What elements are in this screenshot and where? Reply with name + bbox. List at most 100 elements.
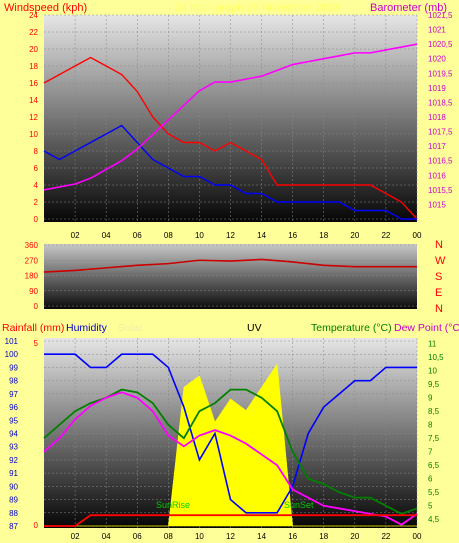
dewpoint-line: [43, 391, 418, 526]
rain-tick-label: 0: [34, 521, 39, 530]
temperature-tick-label: 8: [428, 421, 433, 430]
direction-line: [43, 258, 417, 273]
humidity-tick-label: 92: [9, 456, 18, 465]
barometer-tick-label: 1015: [428, 200, 446, 209]
direction-tick-label: 90: [29, 287, 38, 296]
barometer-tick-label: 1016: [428, 171, 446, 180]
time-tick-label: 06: [133, 532, 142, 541]
average-wind-line: [43, 124, 417, 220]
temperature-tick-label: 5: [428, 502, 433, 511]
wind-tick-label: 24: [29, 11, 38, 20]
time-tick-label: 16: [288, 532, 297, 541]
time-tick-label: 04: [102, 532, 111, 541]
wind-tick-label: 16: [29, 79, 38, 88]
humidity-tick-label: 89: [9, 496, 18, 505]
time-tick-label: 22: [381, 231, 390, 240]
wind-series: [43, 56, 418, 220]
chart-title: 24 hour graph 29 November 2008: [175, 2, 340, 14]
time-tick-label: 14: [257, 532, 266, 541]
humidity-title: Humidity: [66, 322, 108, 334]
time-tick-label: 12: [226, 532, 235, 541]
humidity-tick-label: 91: [9, 469, 18, 478]
gust-line: [43, 56, 418, 220]
wind-tick-label: 22: [29, 28, 38, 37]
time-tick-label: 00: [413, 231, 422, 240]
solar-area: [44, 363, 417, 527]
temperature-tick-label: 8,5: [428, 407, 440, 416]
humidity-tick-label: 98: [9, 377, 18, 386]
rainfall-title: Rainfall (mm): [2, 322, 64, 334]
barometer-tick-label: 1018,5: [428, 98, 453, 107]
direction-plot-area: [44, 244, 417, 309]
temperature-tick-label: 10: [428, 367, 437, 376]
wind-tick-label: 20: [29, 45, 38, 54]
barometer-tick-label: 1019: [428, 84, 446, 93]
humidity-line: [44, 353, 417, 514]
climate-series: [43, 353, 418, 527]
temperature-tick-label: 9,5: [428, 380, 440, 389]
time-tick-label: 02: [71, 532, 80, 541]
temperature-tick-label: 10,5: [428, 353, 444, 362]
temperature-tick-label: 4,5: [428, 515, 440, 524]
time-tick-label: 18: [319, 532, 328, 541]
time-tick-label: 20: [350, 231, 359, 240]
humidity-tick-label: 97: [9, 390, 18, 399]
barometer-tick-label: 1019,5: [428, 69, 453, 78]
wind-tick-label: 10: [29, 130, 38, 139]
temperature-tick-label: 6,5: [428, 461, 440, 470]
time-tick-label: 00: [413, 532, 422, 541]
wind-tick-label: 12: [29, 113, 38, 122]
rain-tick-label: 5: [34, 339, 39, 348]
time-tick-label: 10: [195, 532, 204, 541]
barometer-tick-label: 1017: [428, 142, 446, 151]
barometer-tick-label: 1018: [428, 113, 446, 122]
humidity-tick-label: 100: [5, 350, 19, 359]
direction-tick-label: 180: [25, 272, 39, 281]
humidity-tick-label: 93: [9, 443, 18, 452]
time-tick-label: 06: [133, 231, 142, 240]
gridlines: [44, 14, 418, 528]
wind-tick-label: 4: [34, 181, 39, 190]
axis-labels: 02468101214161820222410151015,510161016,…: [5, 11, 453, 541]
direction-letter: N: [435, 239, 443, 251]
temperature-tick-label: 11: [428, 340, 437, 349]
temperature-tick-label: 5,5: [428, 488, 440, 497]
uv-title: UV: [247, 322, 262, 334]
temperature-tick-label: 7: [428, 448, 433, 457]
wind-tick-label: 0: [34, 215, 39, 224]
humidity-tick-label: 94: [9, 430, 18, 439]
direction-series: [43, 258, 417, 273]
time-tick-label: 10: [195, 231, 204, 240]
barometer-tick-label: 1020: [428, 55, 446, 64]
direction-letter: S: [435, 271, 442, 283]
barometer-title: Barometer (mb): [370, 2, 447, 14]
humidity-tick-label: 90: [9, 482, 18, 491]
time-tick-label: 08: [164, 532, 173, 541]
direction-letter: E: [435, 287, 442, 299]
direction-letter: W: [435, 255, 446, 267]
wind-tick-label: 14: [29, 96, 38, 105]
windspeed-title: Windspeed (kph): [4, 2, 87, 14]
wind-tick-label: 6: [34, 164, 39, 173]
humidity-tick-label: 99: [9, 363, 18, 372]
wind-tick-label: 18: [29, 62, 38, 71]
wind-tick-label: 8: [34, 147, 39, 156]
barometer-tick-label: 1015,5: [428, 186, 453, 195]
temperature-title: Temperature (°C): [311, 322, 392, 334]
direction-tick-label: 0: [34, 302, 39, 311]
humidity-tick-label: 96: [9, 403, 18, 412]
humidity-tick-label: 88: [9, 509, 18, 518]
barometer-tick-label: 1016,5: [428, 157, 453, 166]
time-tick-label: 22: [381, 532, 390, 541]
direction-tick-label: 360: [25, 241, 39, 250]
time-tick-label: 08: [164, 231, 173, 240]
barometer-series: [43, 43, 418, 191]
barometer-tick-label: 1021: [428, 26, 446, 35]
wind-tick-label: 2: [34, 198, 39, 207]
barometer-tick-label: 1020,5: [428, 40, 453, 49]
humidity-tick-label: 95: [9, 416, 18, 425]
barometer-tick-label: 1017,5: [428, 128, 453, 137]
time-tick-label: 02: [71, 231, 80, 240]
